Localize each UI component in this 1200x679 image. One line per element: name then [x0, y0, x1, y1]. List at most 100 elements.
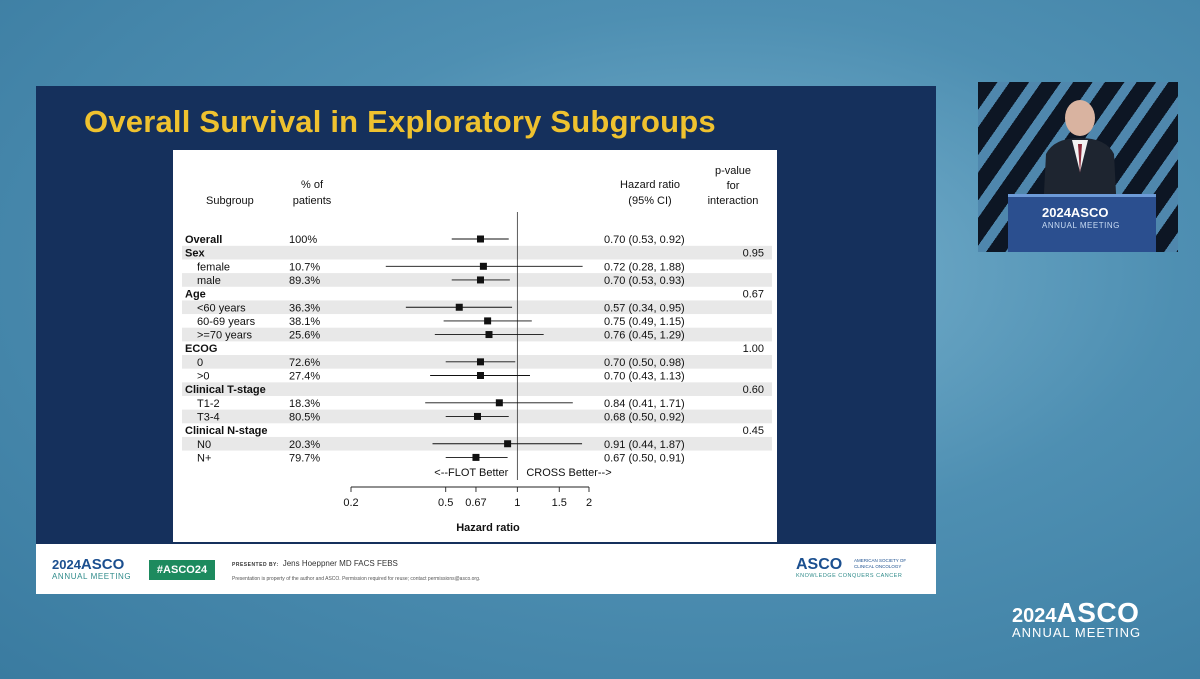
forest-plot: Subgroup % of patients Hazard ratio (95% CI)…: [173, 150, 777, 542]
row-p-value: 0.45: [743, 425, 764, 437]
row-label: female: [197, 261, 230, 273]
row-hr-text: 0.70 (0.53, 0.92): [604, 234, 685, 246]
row-label: >0: [197, 371, 210, 383]
x-tick-label: 0.2: [343, 497, 358, 509]
logo-name: ASCO: [80, 556, 125, 573]
row-pct: 72.6%: [289, 357, 320, 369]
copyright-notice: Presentation is property of the author a…: [232, 576, 481, 582]
row-stripe: [182, 245, 772, 260]
row-label: ECOG: [185, 343, 217, 355]
podium-sub: ANNUAL MEETING: [1042, 221, 1120, 230]
col-header-p-2: for: [727, 180, 740, 192]
row-pct: 100%: [289, 234, 317, 246]
corner-logo-sub: ANNUAL MEETING: [1012, 625, 1142, 640]
corner-logo-name: ASCO: [1056, 597, 1140, 628]
col-header-p-1: p-value: [715, 165, 751, 177]
row-p-value: 0.95: [743, 248, 764, 260]
presenter-name: Jens Hoeppner MD FACS FEBS: [282, 559, 398, 568]
x-tick-label: 1: [514, 497, 520, 509]
col-header-pct-2: patients: [293, 195, 332, 207]
row-label: 0: [197, 357, 203, 369]
row-label: T3-4: [197, 411, 220, 423]
row-label: N0: [197, 439, 211, 451]
row-label: male: [197, 275, 221, 287]
col-header-subgroup: Subgroup: [206, 195, 254, 207]
row-label: Overall: [185, 234, 222, 246]
row-hr-text: 0.91 (0.44, 1.87): [604, 439, 685, 451]
presented-label: PRESENTED BY:: [232, 562, 279, 568]
forest-plot-panel: Subgroup % of patients Hazard ratio (95% CI)…: [173, 150, 777, 542]
society-name: ASCO: [796, 556, 843, 573]
row-label: Clinical T-stage: [185, 384, 266, 396]
row-pct: 25.6%: [289, 330, 320, 342]
hr-point: [455, 303, 463, 311]
podium-logo: 2024ASCO: [1042, 205, 1108, 220]
slide-title: Overall Survival in Exploratory Subgroup…: [84, 104, 716, 139]
x-tick-label: 0.67: [465, 497, 486, 509]
society-tagline: KNOWLEDGE CONQUERS CANCER: [796, 573, 903, 579]
row-label: Sex: [185, 248, 205, 260]
row-pct: 27.4%: [289, 371, 320, 383]
corner-logo-year: 2024: [1012, 605, 1057, 627]
row-pct: 79.7%: [289, 452, 320, 464]
row-pct: 20.3%: [289, 439, 320, 451]
row-hr-text: 0.72 (0.28, 1.88): [604, 261, 685, 273]
presented-by: PRESENTED BY: Jens Hoeppner MD FACS FEBS: [232, 559, 398, 568]
row-hr-text: 0.70 (0.50, 0.98): [604, 357, 685, 369]
x-tick-label: 2: [586, 497, 592, 509]
asco-meeting-logo: 2024ASCO ANNUAL MEETING: [52, 556, 131, 581]
hr-point: [472, 453, 480, 461]
hr-point: [476, 276, 484, 284]
row-hr-text: 0.76 (0.45, 1.29): [604, 330, 685, 342]
hr-point: [476, 235, 484, 243]
row-hr-text: 0.70 (0.53, 0.93): [604, 275, 685, 287]
row-p-value: 0.67: [743, 289, 764, 301]
hashtag-badge: #ASCO24: [149, 560, 215, 580]
hr-point: [484, 317, 492, 325]
podium-name: ASCO: [1070, 205, 1109, 220]
hr-point: [476, 358, 484, 366]
row-label: T1-2: [197, 398, 220, 410]
asco-society-logo: ASCO AMERICAN SOCIETY OF CLINICAL ONCOLO…: [796, 556, 906, 579]
slide-footer: 2024ASCO ANNUAL MEETING #ASCO24 PRESENTE…: [36, 544, 936, 594]
row-hr-text: 0.67 (0.50, 0.91): [604, 452, 685, 464]
podium: 2024ASCO ANNUAL MEETING: [1008, 194, 1156, 252]
hr-point: [504, 440, 512, 448]
presentation-slide: Overall Survival in Exploratory Subgroup…: [36, 86, 936, 594]
row-pct: 38.1%: [289, 316, 320, 328]
slide-main-area: Overall Survival in Exploratory Subgroup…: [36, 86, 936, 544]
logo-sub: ANNUAL MEETING: [52, 572, 132, 581]
hr-point: [495, 399, 503, 407]
row-hr-text: 0.68 (0.50, 0.92): [604, 411, 685, 423]
podium-year: 2024: [1042, 205, 1071, 220]
row-label: Clinical N-stage: [185, 425, 268, 437]
row-label: 60-69 years: [197, 316, 256, 328]
col-header-hr-1: Hazard ratio: [620, 179, 680, 191]
row-hr-text: 0.84 (0.41, 1.71): [604, 398, 685, 410]
hr-point: [479, 262, 487, 270]
col-header-p-3: interaction: [708, 195, 759, 207]
col-header-pct-1: % of: [301, 179, 324, 191]
plot-background: [173, 150, 777, 542]
favor-right-label: CROSS Better-->: [526, 467, 611, 479]
row-label: >=70 years: [197, 330, 253, 342]
row-pct: 89.3%: [289, 275, 320, 287]
row-stripe: [182, 382, 772, 396]
row-pct: 18.3%: [289, 398, 320, 410]
row-pct: 10.7%: [289, 261, 320, 273]
row-hr-text: 0.70 (0.43, 1.13): [604, 371, 685, 383]
row-hr-text: 0.75 (0.49, 1.15): [604, 316, 685, 328]
col-header-hr-2: (95% CI): [628, 195, 671, 207]
hr-point: [485, 331, 493, 339]
row-pct: 36.3%: [289, 302, 320, 314]
row-label: N+: [197, 452, 211, 464]
hr-point: [476, 372, 484, 379]
row-p-value: 0.60: [743, 384, 764, 396]
x-tick-label: 0.5: [438, 497, 453, 509]
row-p-value: 1.00: [743, 343, 764, 355]
corner-asco-logo: 2024ASCO ANNUAL MEETING: [1012, 597, 1141, 640]
speaker-video: 2024ASCO ANNUAL MEETING: [978, 82, 1178, 252]
x-tick-label: 1.5: [552, 497, 567, 509]
society-full-name: AMERICAN SOCIETY OF CLINICAL ONCOLOGY: [854, 558, 907, 569]
row-label: <60 years: [197, 302, 246, 314]
